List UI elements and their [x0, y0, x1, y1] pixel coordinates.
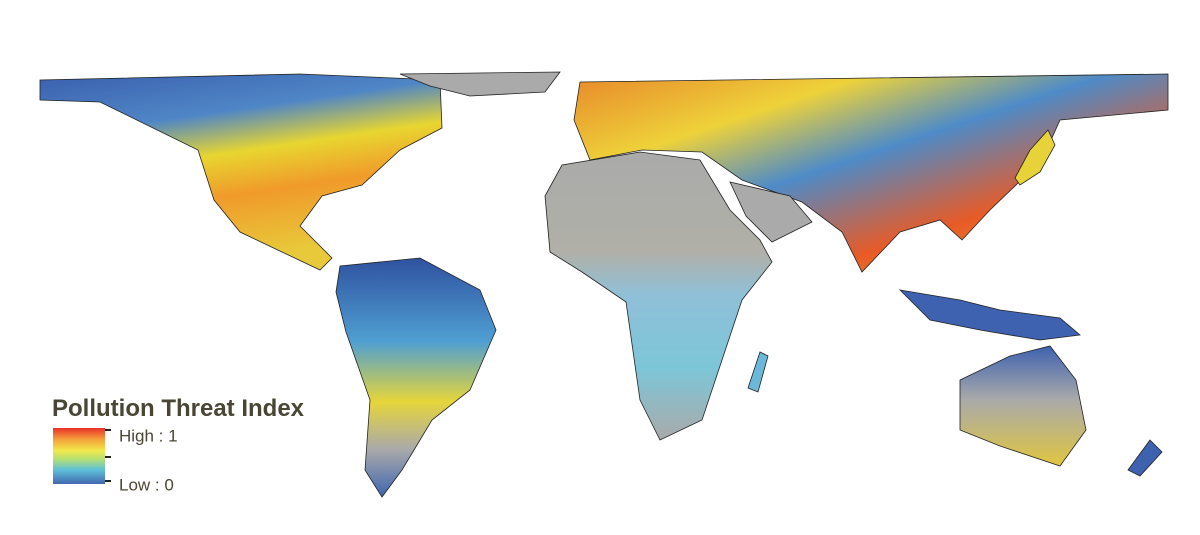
- color-scale: [53, 428, 105, 484]
- africa: [544, 151, 773, 441]
- arabia: [729, 181, 813, 243]
- legend-high-label: High : 1: [119, 426, 178, 445]
- eurasia: [573, 73, 1169, 273]
- south-america: [335, 257, 497, 498]
- landmasses: [39, 71, 1169, 498]
- indonesia: [898, 289, 1081, 341]
- north-america: [39, 73, 443, 271]
- legend-low-label: Low : 0: [119, 475, 174, 494]
- legend-title: Pollution Threat Index: [52, 395, 305, 422]
- legend: Pollution Threat Index High : 1 Low : 0: [52, 395, 305, 494]
- japan: [1014, 129, 1056, 186]
- madagascar: [747, 351, 769, 393]
- australia: [959, 345, 1087, 467]
- greenland: [399, 71, 561, 97]
- new-zealand: [1127, 439, 1163, 477]
